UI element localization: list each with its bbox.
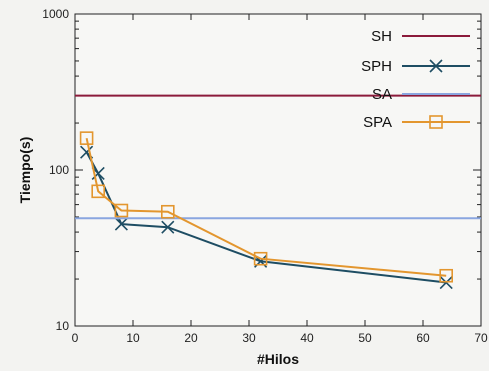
y-tick-label: 100	[49, 163, 69, 177]
series-spa	[79, 131, 454, 283]
series-layer	[75, 94, 481, 290]
legend-marker-spa	[429, 115, 443, 129]
x-tick-label: 10	[126, 331, 140, 345]
y-axis-title: Tiempo(s)	[17, 137, 33, 204]
x-tick-label: 60	[416, 331, 430, 345]
legend-label-sph: SPH	[361, 58, 392, 75]
x-axis: 0 10 20 30 40 50 60 70	[72, 14, 488, 345]
legend-label-sa: SA	[372, 86, 392, 103]
legend-label-spa: SPA	[363, 114, 392, 131]
x-tick-label: 20	[184, 331, 198, 345]
series-line-sph	[85, 151, 447, 284]
x-tick-label: 40	[300, 331, 314, 345]
legend: SH SPH SA SPA	[361, 28, 470, 131]
data-point-sph	[161, 220, 175, 234]
data-point-spa	[439, 268, 454, 283]
x-axis-title: #Hilos	[257, 351, 299, 367]
y-axis: 10 100 1000	[42, 7, 481, 333]
legend-marker-sph	[429, 59, 443, 73]
y-tick-label: 1000	[42, 7, 69, 21]
x-tick-label: 50	[358, 331, 372, 345]
x-tick-label: 70	[474, 331, 488, 345]
legend-label-sh: SH	[371, 28, 392, 45]
data-point-spa	[114, 203, 129, 218]
data-point-spa	[79, 131, 94, 145]
data-point-spa	[91, 184, 105, 199]
series-line-spa	[85, 137, 447, 277]
data-point-sph	[114, 217, 128, 231]
x-tick-label: 30	[242, 331, 256, 345]
y-tick-label: 10	[56, 319, 70, 333]
data-point-spa	[161, 204, 175, 219]
data-point-spa	[253, 251, 268, 266]
x-tick-label: 0	[72, 331, 79, 345]
